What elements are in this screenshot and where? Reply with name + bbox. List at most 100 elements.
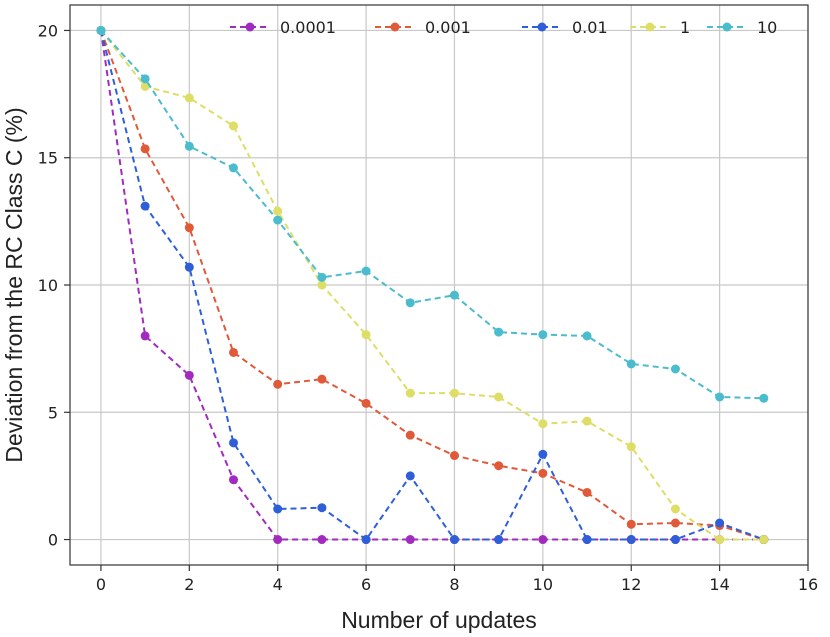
x-tick-label: 12 — [621, 575, 641, 594]
data-point — [361, 398, 371, 408]
data-point — [626, 535, 636, 545]
series-line — [100, 29, 764, 400]
data-point — [317, 374, 327, 384]
data-point — [184, 370, 194, 380]
data-point — [670, 535, 680, 545]
data-point — [494, 327, 504, 337]
data-point — [229, 121, 239, 131]
x-tick-label: 2 — [184, 575, 194, 594]
legend-label: 0.01 — [572, 18, 608, 37]
data-point — [317, 272, 327, 282]
legend-marker — [645, 22, 655, 32]
legend-item: 0.0001 — [230, 18, 336, 37]
data-point — [582, 416, 592, 426]
data-point — [184, 262, 194, 272]
x-axis-label: Number of updates — [341, 607, 537, 633]
data-point — [626, 359, 636, 369]
data-point — [670, 518, 680, 528]
legend-label: 0.0001 — [280, 18, 336, 37]
data-point — [538, 419, 548, 429]
data-point — [273, 504, 283, 514]
legend-label: 1 — [680, 18, 690, 37]
data-point — [582, 487, 592, 497]
y-tick-label: 5 — [48, 403, 58, 422]
series-line — [100, 29, 764, 541]
x-axis-ticks: 0 2 4 6 8 10 12 14 16 — [96, 565, 818, 594]
data-point — [140, 74, 150, 84]
data-point — [449, 290, 459, 300]
legend: 0.0001 0.001 0.01 1 10 — [230, 18, 777, 37]
data-point — [494, 535, 504, 545]
data-point — [96, 25, 106, 35]
data-point — [449, 388, 459, 398]
data-point — [405, 535, 415, 545]
data-point — [140, 81, 150, 91]
data-point — [494, 392, 504, 402]
data-point — [759, 535, 769, 545]
data-point — [361, 535, 371, 545]
data-point — [405, 388, 415, 398]
data-point — [184, 141, 194, 151]
series-10 — [96, 25, 769, 403]
data-point — [317, 535, 327, 545]
data-point — [538, 330, 548, 340]
legend-item: 1 — [630, 18, 690, 37]
data-point — [273, 379, 283, 389]
x-tick-label: 16 — [798, 575, 818, 594]
data-point — [494, 461, 504, 471]
y-tick-label: 0 — [48, 531, 58, 550]
data-point — [715, 535, 725, 545]
y-tick-label: 10 — [38, 276, 58, 295]
legend-marker — [245, 22, 255, 32]
data-point — [140, 144, 150, 154]
y-tick-label: 20 — [38, 21, 58, 40]
x-tick-label: 10 — [533, 575, 553, 594]
data-point — [626, 442, 636, 452]
data-point — [361, 266, 371, 276]
data-point — [538, 449, 548, 459]
data-point — [670, 364, 680, 374]
data-point — [229, 475, 239, 485]
legend-marker — [722, 22, 732, 32]
data-point — [582, 535, 592, 545]
data-point — [626, 519, 636, 529]
data-point — [405, 298, 415, 308]
data-point — [140, 201, 150, 211]
y-axis-ticks: 0 5 10 15 20 — [38, 21, 70, 550]
x-tick-label: 0 — [96, 575, 106, 594]
data-point — [184, 223, 194, 233]
data-point — [184, 93, 194, 103]
y-tick-label: 15 — [38, 149, 58, 168]
legend-marker — [390, 22, 400, 32]
data-point — [538, 468, 548, 478]
data-point — [715, 518, 725, 528]
y-axis-label: Deviation from the RC Class C (%) — [1, 107, 27, 462]
series-layer — [96, 25, 769, 545]
data-point — [229, 438, 239, 448]
data-point — [273, 215, 283, 225]
series-line — [99, 30, 765, 541]
x-tick-label: 4 — [273, 575, 283, 594]
data-point — [405, 430, 415, 440]
grid-lines — [70, 5, 809, 565]
series-1 — [96, 25, 769, 545]
legend-item: 10 — [707, 18, 777, 37]
data-point — [361, 330, 371, 340]
data-point — [140, 331, 150, 341]
x-tick-label: 14 — [709, 575, 729, 594]
data-point — [715, 392, 725, 402]
data-point — [229, 163, 239, 173]
data-point — [670, 504, 680, 514]
data-point — [759, 393, 769, 403]
data-point — [273, 206, 283, 216]
data-point — [538, 535, 548, 545]
data-point — [405, 471, 415, 481]
data-point — [273, 535, 283, 545]
data-point — [317, 280, 327, 290]
data-point — [449, 535, 459, 545]
legend-marker — [537, 22, 547, 32]
legend-label: 0.001 — [425, 18, 471, 37]
data-point — [582, 331, 592, 341]
x-tick-label: 6 — [361, 575, 371, 594]
